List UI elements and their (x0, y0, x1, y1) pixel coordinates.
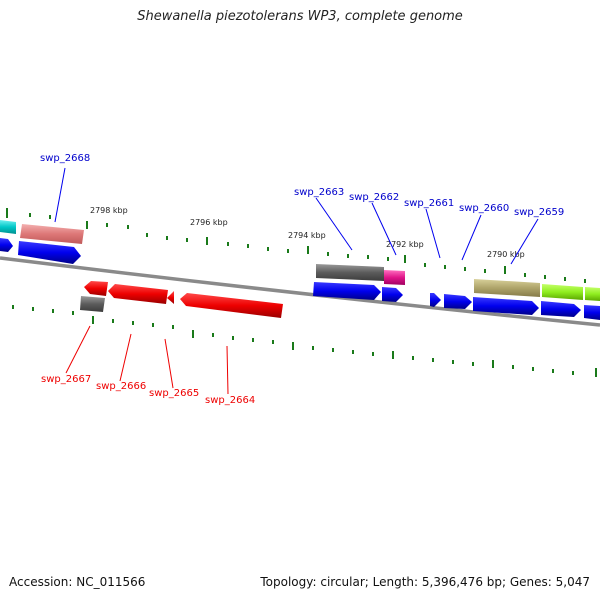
forward-gene-swp-2661[interactable] (430, 293, 441, 307)
tick-label-2790: 2790 kbp (487, 250, 525, 259)
forward-gene-swp-2659[interactable] (473, 297, 539, 315)
forward-gene-a[interactable] (541, 301, 581, 317)
magenta-feature-swp-2662[interactable] (384, 270, 405, 285)
gene-label-swp-2664[interactable]: swp_2664 (205, 395, 255, 406)
upper-tick-row (6, 208, 586, 283)
lime-feature-b[interactable] (585, 287, 600, 301)
pink-feature-swp-2668[interactable] (20, 224, 84, 244)
gene-label-swp-2663[interactable]: swp_2663 (294, 187, 344, 198)
reverse-gene-swp-2665[interactable] (167, 291, 174, 304)
tick-label-2798: 2798 kbp (90, 206, 128, 215)
tick-label-2792: 2792 kbp (386, 240, 424, 249)
reverse-gene-swp-2664[interactable] (180, 293, 283, 318)
genome-stats: Topology: circular; Length: 5,396,476 bp… (260, 575, 590, 589)
gray-feature-swp-2667[interactable] (80, 296, 105, 312)
cyan-feature[interactable] (0, 220, 16, 234)
gene-label-swp-2667[interactable]: swp_2667 (41, 374, 91, 385)
reverse-gene-swp-2667[interactable] (84, 281, 108, 296)
gene-label-swp-2661[interactable]: swp_2661 (404, 198, 454, 209)
genome-title: Shewanella piezotolerans WP3, complete g… (137, 9, 463, 24)
olive-feature-swp-2659[interactable] (474, 279, 540, 297)
tick-label-2796: 2796 kbp (190, 218, 228, 227)
forward-gene-swp-2668[interactable] (18, 241, 81, 264)
gene-label-swp-2668[interactable]: swp_2668 (40, 153, 90, 164)
gene-label-swp-2660[interactable]: swp_2660 (459, 203, 509, 214)
forward-gene-b[interactable] (584, 305, 600, 320)
gene-label-swp-2659[interactable]: swp_2659 (514, 207, 564, 218)
lower-tick-row (12, 305, 597, 377)
gray-feature-swp-2663[interactable] (316, 264, 384, 281)
gene-label-swp-2662[interactable]: swp_2662 (349, 192, 399, 203)
tick-label-2794: 2794 kbp (288, 231, 326, 240)
lime-feature-a[interactable] (542, 284, 583, 300)
forward-gene-swp-2660[interactable] (444, 294, 472, 309)
gene-label-swp-2666[interactable]: swp_2666 (96, 381, 146, 392)
forward-gene-swp-2662[interactable] (382, 287, 403, 302)
gene-label-swp-2665[interactable]: swp_2665 (149, 388, 199, 399)
reverse-gene-swp-2666[interactable] (108, 284, 168, 304)
genome-backbone (0, 256, 600, 327)
forward-gene-swp-2663[interactable] (313, 282, 381, 300)
accession-label: Accession: NC_011566 (9, 575, 146, 589)
forward-gene-0[interactable] (0, 238, 13, 252)
